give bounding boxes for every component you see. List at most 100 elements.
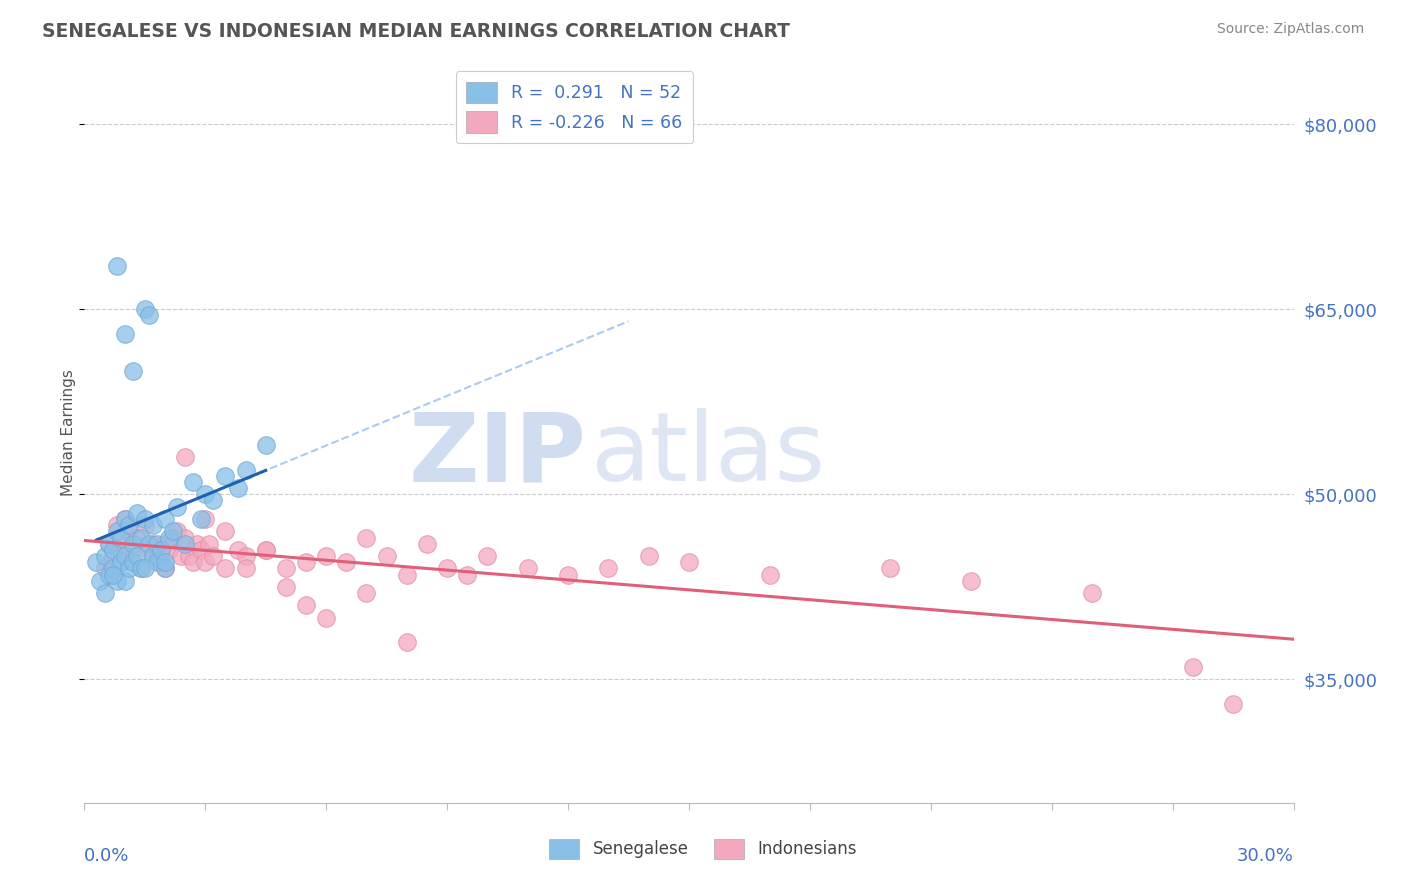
Point bbox=[129, 561, 152, 575]
Point bbox=[121, 364, 143, 378]
Point bbox=[456, 567, 478, 582]
Point bbox=[315, 610, 337, 624]
Point bbox=[637, 549, 659, 563]
Point bbox=[226, 542, 249, 557]
Point bbox=[153, 536, 176, 550]
Point bbox=[1222, 697, 1244, 711]
Point bbox=[114, 512, 136, 526]
Point bbox=[138, 536, 160, 550]
Point bbox=[174, 531, 197, 545]
Point bbox=[142, 549, 165, 563]
Point bbox=[149, 555, 172, 569]
Point bbox=[960, 574, 983, 588]
Point bbox=[214, 524, 236, 539]
Point bbox=[153, 555, 176, 569]
Point bbox=[138, 542, 160, 557]
Point bbox=[166, 500, 188, 514]
Point bbox=[129, 561, 152, 575]
Point bbox=[114, 326, 136, 341]
Point bbox=[375, 549, 398, 563]
Point bbox=[105, 518, 128, 533]
Point bbox=[101, 561, 124, 575]
Point bbox=[146, 536, 169, 550]
Point bbox=[153, 561, 176, 575]
Point bbox=[477, 549, 499, 563]
Point bbox=[121, 555, 143, 569]
Point bbox=[86, 555, 108, 569]
Point bbox=[295, 555, 318, 569]
Point bbox=[758, 567, 780, 582]
Point bbox=[125, 549, 148, 563]
Point bbox=[235, 462, 257, 476]
Legend: R =  0.291   N = 52, R = -0.226   N = 66: R = 0.291 N = 52, R = -0.226 N = 66 bbox=[456, 71, 693, 143]
Point bbox=[105, 574, 128, 588]
Point bbox=[254, 542, 277, 557]
Text: 0.0%: 0.0% bbox=[84, 847, 129, 865]
Point bbox=[101, 542, 124, 557]
Point bbox=[395, 567, 418, 582]
Point bbox=[1081, 586, 1104, 600]
Point bbox=[235, 549, 257, 563]
Text: Source: ZipAtlas.com: Source: ZipAtlas.com bbox=[1216, 22, 1364, 37]
Point bbox=[274, 561, 297, 575]
Point bbox=[142, 536, 165, 550]
Point bbox=[1181, 660, 1204, 674]
Point bbox=[179, 549, 201, 563]
Legend: Senegalese, Indonesians: Senegalese, Indonesians bbox=[543, 832, 863, 866]
Point bbox=[142, 518, 165, 533]
Point bbox=[170, 549, 193, 563]
Point bbox=[202, 493, 225, 508]
Point bbox=[162, 524, 184, 539]
Point bbox=[254, 438, 277, 452]
Text: ZIP: ZIP bbox=[408, 409, 586, 501]
Point bbox=[335, 555, 357, 569]
Point bbox=[149, 542, 172, 557]
Point bbox=[516, 561, 538, 575]
Point bbox=[93, 586, 115, 600]
Point bbox=[129, 531, 152, 545]
Point bbox=[190, 512, 212, 526]
Point bbox=[194, 555, 217, 569]
Point bbox=[134, 512, 156, 526]
Point bbox=[202, 549, 225, 563]
Point bbox=[235, 561, 257, 575]
Point bbox=[157, 542, 180, 557]
Point bbox=[157, 531, 180, 545]
Text: atlas: atlas bbox=[589, 409, 825, 501]
Point bbox=[134, 518, 156, 533]
Point bbox=[125, 531, 148, 545]
Point bbox=[97, 536, 120, 550]
Point bbox=[356, 531, 378, 545]
Point bbox=[114, 536, 136, 550]
Point bbox=[356, 586, 378, 600]
Point bbox=[174, 450, 197, 465]
Point bbox=[101, 567, 124, 582]
Point bbox=[97, 536, 120, 550]
Point bbox=[416, 536, 439, 550]
Point bbox=[105, 524, 128, 539]
Point bbox=[114, 549, 136, 563]
Point bbox=[194, 487, 217, 501]
Point bbox=[110, 555, 132, 569]
Point bbox=[214, 468, 236, 483]
Point bbox=[395, 635, 418, 649]
Point bbox=[89, 574, 111, 588]
Text: SENEGALESE VS INDONESIAN MEDIAN EARNINGS CORRELATION CHART: SENEGALESE VS INDONESIAN MEDIAN EARNINGS… bbox=[42, 22, 790, 41]
Point bbox=[557, 567, 579, 582]
Point bbox=[110, 531, 132, 545]
Point bbox=[190, 542, 212, 557]
Text: 30.0%: 30.0% bbox=[1237, 847, 1294, 865]
Point bbox=[93, 561, 115, 575]
Point bbox=[118, 518, 141, 533]
Point bbox=[97, 567, 120, 582]
Point bbox=[274, 580, 297, 594]
Point bbox=[254, 542, 277, 557]
Point bbox=[134, 561, 156, 575]
Point bbox=[134, 302, 156, 317]
Point bbox=[214, 561, 236, 575]
Point bbox=[93, 549, 115, 563]
Point bbox=[146, 555, 169, 569]
Point bbox=[226, 481, 249, 495]
Point bbox=[879, 561, 901, 575]
Point bbox=[121, 542, 143, 557]
